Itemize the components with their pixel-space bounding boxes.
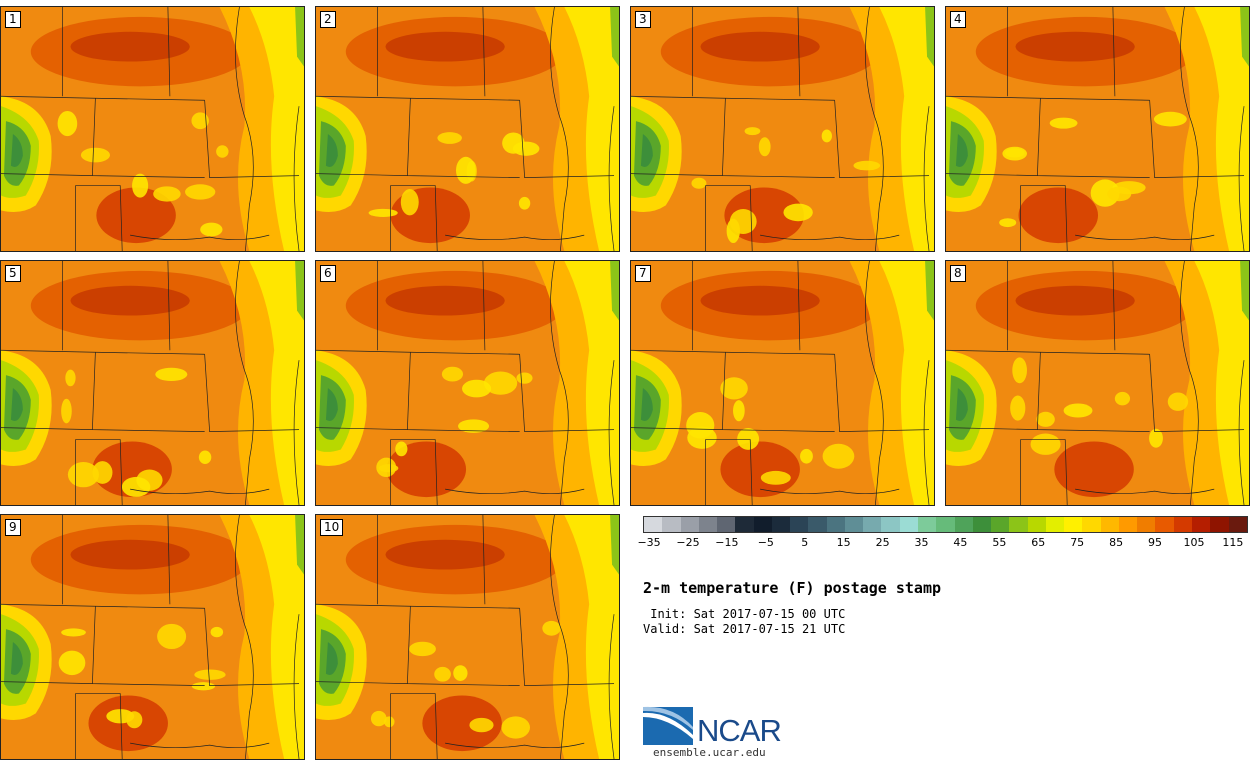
colorbar-swatch xyxy=(917,517,937,532)
colorbar-swatch xyxy=(771,517,791,532)
stamp-member-7: 7 xyxy=(630,260,935,506)
member-label: 3 xyxy=(635,11,651,28)
member-label: 7 xyxy=(635,265,651,282)
logo-swoosh-stripe xyxy=(643,712,693,739)
member-label: 8 xyxy=(950,265,966,282)
temperature-map xyxy=(631,261,934,505)
colorbar-swatch xyxy=(863,517,882,532)
colorbar-swatch xyxy=(717,517,736,532)
temperature-map xyxy=(1,7,304,251)
temperature-map xyxy=(1,515,304,759)
colorbar-tick-label: 15 xyxy=(836,536,851,549)
member-label: 9 xyxy=(5,519,21,536)
colorbar-tick-label: 115 xyxy=(1222,536,1244,549)
colorbar-tick-label: 5 xyxy=(801,536,809,549)
colorbar-tick-label: −15 xyxy=(715,536,739,549)
colorbar-tick-label: −25 xyxy=(676,536,700,549)
member-label: 4 xyxy=(950,11,966,28)
colorbar-swatch xyxy=(680,517,699,532)
colorbar-swatch xyxy=(991,517,1010,532)
colorbar-tick-label: 105 xyxy=(1183,536,1205,549)
stamp-member-6: 6 xyxy=(315,260,620,506)
stamp-member-4: 4 xyxy=(945,6,1250,252)
colorbar-swatch xyxy=(644,517,663,532)
stamp-member-9: 9 xyxy=(0,514,305,760)
temperature-map xyxy=(316,261,619,505)
site-url[interactable]: ensemble.ucar.edu xyxy=(653,746,766,759)
colorbar-swatch xyxy=(899,517,918,532)
colorbar-tick-label: 35 xyxy=(914,536,929,549)
temperature-map xyxy=(946,261,1249,505)
colorbar-swatch xyxy=(1191,517,1211,532)
colorbar-tick-label: 55 xyxy=(992,536,1007,549)
colorbar-swatch xyxy=(1137,517,1156,532)
valid-time: Valid: Sat 2017-07-15 21 UTC xyxy=(643,622,846,636)
member-label: 6 xyxy=(320,265,336,282)
logo-swoosh-stripe xyxy=(643,706,693,730)
colorbar-swatch xyxy=(1173,517,1192,532)
stamp-member-5: 5 xyxy=(0,260,305,506)
colorbar-tick-label: 75 xyxy=(1070,536,1085,549)
colorbar-tick-label: −5 xyxy=(757,536,774,549)
colorbar-swatch xyxy=(1210,517,1229,532)
colorbar-swatch xyxy=(826,517,845,532)
logo-wordmark: NCAR xyxy=(697,713,782,748)
colorbar-swatch xyxy=(972,517,992,532)
colorbar-tick-label: 25 xyxy=(875,536,890,549)
stamp-member-8: 8 xyxy=(945,260,1250,506)
colorbar xyxy=(643,516,1248,533)
ncar-logo xyxy=(643,706,693,745)
colorbar-swatch xyxy=(1155,517,1174,532)
temperature-map xyxy=(1,261,304,505)
colorbar-swatch xyxy=(1027,517,1046,532)
colorbar-swatch xyxy=(1118,517,1138,532)
member-label: 2 xyxy=(320,11,336,28)
colorbar-tick-label: 85 xyxy=(1109,536,1124,549)
colorbar-swatch xyxy=(1228,517,1247,532)
colorbar-swatch xyxy=(808,517,827,532)
temperature-map xyxy=(631,7,934,251)
stamp-member-1: 1 xyxy=(0,6,305,252)
colorbar-tick-label: 65 xyxy=(1031,536,1046,549)
colorbar-swatch xyxy=(698,517,718,532)
colorbar-tick-label: −35 xyxy=(637,536,661,549)
stamp-member-3: 3 xyxy=(630,6,935,252)
temperature-map xyxy=(316,515,619,759)
colorbar-swatch xyxy=(735,517,754,532)
colorbar-swatch xyxy=(936,517,955,532)
colorbar-swatch xyxy=(790,517,809,532)
colorbar-swatch xyxy=(881,517,900,532)
stamp-member-2: 2 xyxy=(315,6,620,252)
temperature-map xyxy=(946,7,1249,251)
colorbar-swatch xyxy=(1045,517,1065,532)
plot-title: 2-m temperature (F) postage stamp xyxy=(643,579,942,597)
colorbar-swatch xyxy=(753,517,772,532)
colorbar-tick-label: 45 xyxy=(953,536,968,549)
colorbar-swatch xyxy=(954,517,973,532)
colorbar-swatch xyxy=(1064,517,1083,532)
colorbar-swatch xyxy=(662,517,681,532)
stamp-member-10: 10 xyxy=(315,514,620,760)
member-label: 10 xyxy=(320,519,344,536)
colorbar-tick-label: 95 xyxy=(1148,536,1163,549)
temperature-map xyxy=(316,7,619,251)
colorbar-ticks: −35 −25 −15 −5 5 15 25 35 45 55 65 75 85 95 105 115 xyxy=(637,536,1248,550)
init-time: Init: Sat 2017-07-15 00 UTC xyxy=(643,607,846,621)
member-label: 5 xyxy=(5,265,21,282)
colorbar-swatch xyxy=(844,517,864,532)
colorbar-swatch xyxy=(1100,517,1119,532)
member-label: 1 xyxy=(5,11,21,28)
colorbar-swatch xyxy=(1009,517,1028,532)
colorbar-swatch xyxy=(1082,517,1101,532)
